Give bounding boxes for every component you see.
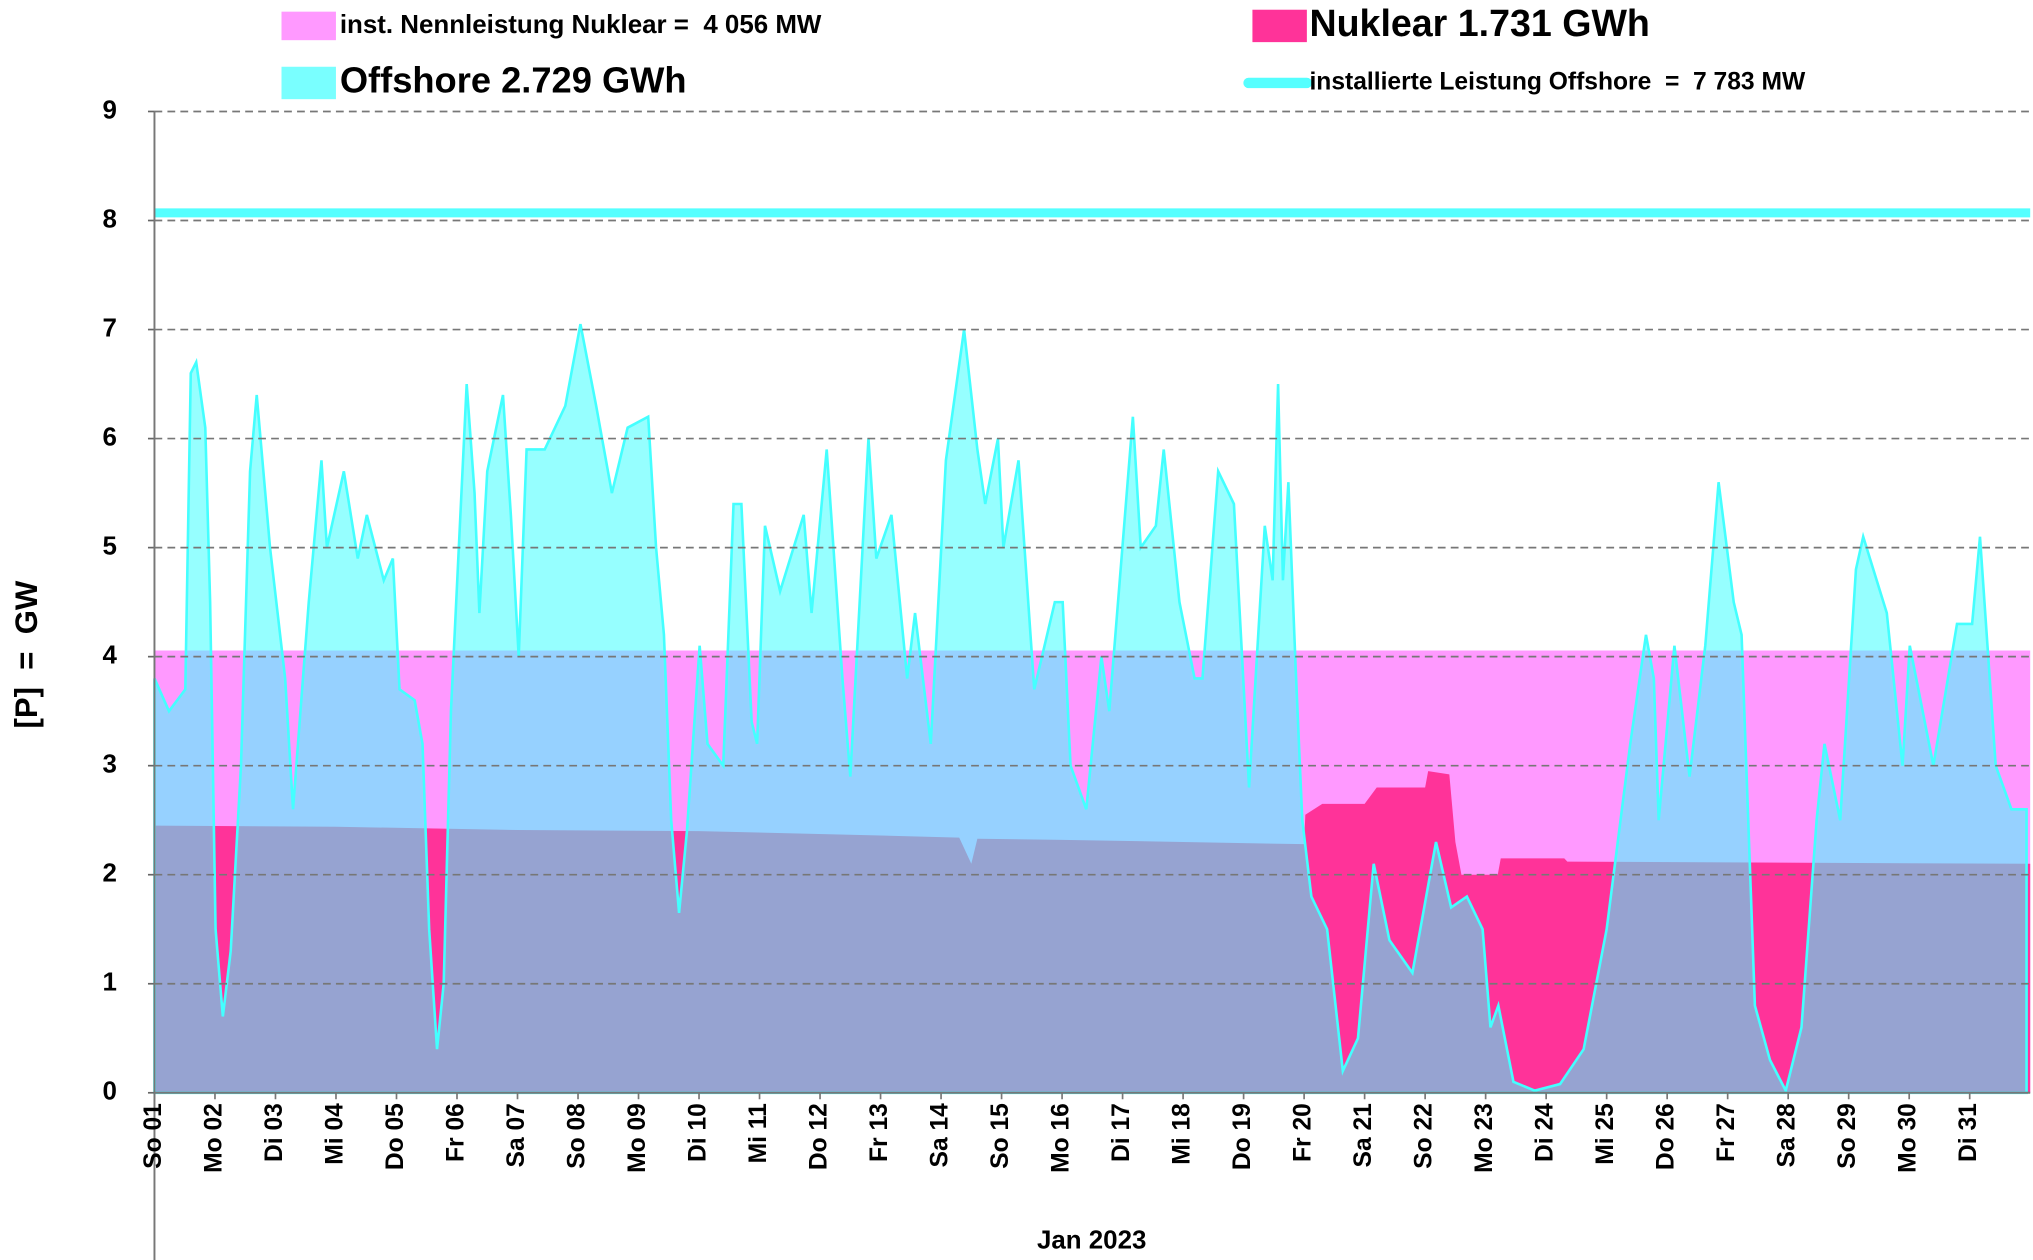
x-tick-label: Sa 21 xyxy=(1350,1103,1377,1167)
x-tick-label: So 29 xyxy=(1834,1103,1861,1169)
x-tick-label: So 08 xyxy=(564,1103,591,1169)
x-tick-label: Di 03 xyxy=(261,1103,288,1162)
x-tick-label: Fr 13 xyxy=(866,1103,893,1162)
y-tick-label: 9 xyxy=(102,96,116,124)
y-tick-label: 2 xyxy=(102,860,116,888)
legend-label: Nuklear 1.731 GWh xyxy=(1309,2,1649,44)
y-tick-label: 7 xyxy=(102,314,116,342)
y-tick-label: 1 xyxy=(102,969,116,997)
legend-swatch xyxy=(1252,9,1307,43)
x-tick-label: So 15 xyxy=(987,1103,1014,1169)
x-tick-label: Mo 02 xyxy=(200,1103,227,1173)
x-axis-title: Jan 2023 xyxy=(1037,1227,1146,1255)
legend: inst. Nennleistung Nuklear = 4 056 MW Nuk… xyxy=(281,2,1806,101)
legend-label: Offshore 2.729 GWh xyxy=(340,60,687,101)
y-tick-label: 5 xyxy=(102,532,116,560)
x-tick-label: So 01 xyxy=(140,1103,167,1169)
x-tick-label: Fr 27 xyxy=(1713,1103,1740,1162)
x-tick-label: Mo 23 xyxy=(1471,1103,1498,1173)
x-tick-label: Mo 09 xyxy=(624,1103,651,1173)
x-tick-label: Do 05 xyxy=(382,1103,409,1170)
x-tick-label: Sa 07 xyxy=(503,1103,530,1167)
x-tick-label: Do 26 xyxy=(1653,1103,1680,1170)
x-tick-label: Mo 16 xyxy=(1048,1103,1075,1173)
x-tick-label: Fr 20 xyxy=(1290,1103,1317,1162)
y-tick-label: 4 xyxy=(102,641,117,669)
x-tick-label: Di 10 xyxy=(685,1103,712,1162)
x-tick-label: Di 17 xyxy=(1108,1103,1135,1162)
legend-swatch xyxy=(281,11,336,41)
plot-area: 0 1 2 3 4 5 6 7 8 9 So 01 Mo 02 Di 03 Mi 04 Do 05 Fr 06… xyxy=(102,96,2031,1260)
y-tick-label: 8 xyxy=(102,205,116,233)
x-tick-label: Sa 28 xyxy=(1774,1103,1801,1167)
x-tick-label: Fr 06 xyxy=(443,1103,470,1162)
y-tick-label: 3 xyxy=(102,751,116,779)
y-tick-label: 6 xyxy=(102,423,116,451)
x-tick-label: Mi 11 xyxy=(745,1103,772,1163)
legend-swatch xyxy=(281,66,336,100)
x-tick-label: Mi 25 xyxy=(1592,1103,1619,1165)
x-tick-label: Do 12 xyxy=(806,1103,833,1170)
x-tick-label: Sa 14 xyxy=(927,1103,954,1168)
x-tick-label: So 22 xyxy=(1411,1103,1438,1169)
x-tick-label: Mi 04 xyxy=(321,1103,348,1165)
x-tick-label: Do 19 xyxy=(1229,1103,1256,1170)
x-tick-label: Mo 30 xyxy=(1895,1103,1922,1173)
y-axis-title: [P] = GW xyxy=(9,580,44,728)
x-tick-label: Mi 18 xyxy=(1169,1103,1196,1165)
legend-label: inst. Nennleistung Nuklear = 4 056 MW xyxy=(340,11,822,39)
area xyxy=(153,323,2028,1095)
legend-label: installierte Leistung Offshore = 7 783 M… xyxy=(1309,68,1805,95)
x-tick-label: Di 24 xyxy=(1532,1103,1559,1162)
y-tick-label: 0 xyxy=(102,1078,116,1106)
x-tick-label: Di 31 xyxy=(1955,1103,1982,1162)
